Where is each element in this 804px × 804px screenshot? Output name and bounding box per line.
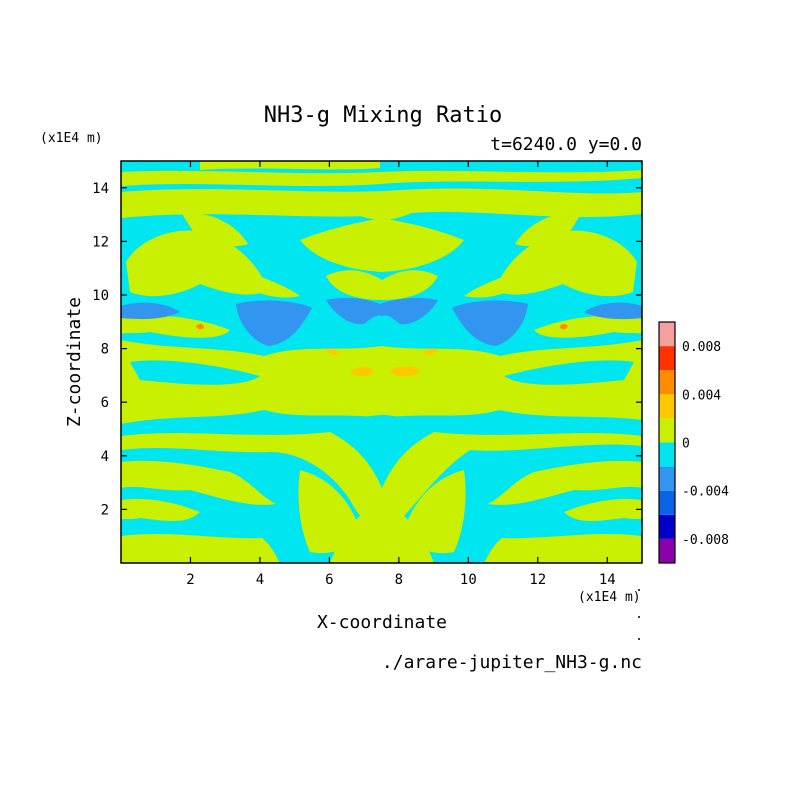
field-region: [121, 534, 280, 563]
colorbar-tick-label: 0.008: [682, 340, 721, 355]
field-region: [484, 534, 642, 563]
field-region: [560, 323, 568, 330]
field-region: [196, 323, 204, 330]
y-tick-label: 4: [101, 449, 109, 465]
colorbar-swatch: [659, 418, 675, 443]
field-region: [121, 498, 200, 521]
field-region: [464, 268, 524, 298]
y-tick-label: 10: [92, 288, 109, 304]
y-tick-label: 2: [101, 502, 109, 518]
field-region: [584, 302, 642, 320]
field-region: [326, 348, 340, 355]
colorbar-ticks: 0.008 0.004 0 -0.004 -0.008: [682, 340, 729, 548]
plot-area: [120, 160, 643, 564]
chart-title: NH3-g Mixing Ratio: [264, 103, 502, 128]
field-region: [350, 366, 374, 377]
field-region: [534, 315, 642, 338]
colorbar-swatch: [659, 346, 675, 371]
colorbar-tick-label: -0.008: [682, 533, 729, 548]
field-region: [504, 360, 634, 385]
x-axis-ticks: 2 4 6 8 10 12 14: [186, 161, 616, 588]
field-region: [326, 297, 438, 325]
field-region: [498, 498, 564, 525]
field-region: [200, 498, 266, 525]
field-region: [350, 415, 414, 436]
field-region: [200, 161, 380, 170]
colorbar-frame: [658, 321, 676, 564]
field-region: [398, 366, 420, 376]
field-region: [424, 348, 438, 355]
x-tick-label: 8: [395, 572, 403, 588]
field-region: [300, 218, 464, 272]
y-units-label: (x1E4 m): [40, 131, 103, 146]
x-axis-label: X-coordinate: [317, 612, 447, 633]
footer-filename: ./arare-jupiter_NH3-g.nc: [382, 652, 642, 673]
colorbar-tick-label: 0.004: [682, 388, 721, 403]
colorbar-swatch: [659, 490, 675, 515]
field-region: [515, 213, 581, 247]
plot-frame: [120, 160, 643, 564]
field-region: [452, 300, 528, 346]
colorbar-swatch: [659, 466, 675, 491]
x-tick-label: 10: [460, 572, 477, 588]
y-tick-label: 14: [92, 181, 109, 197]
field-region: [330, 500, 434, 563]
field-region: [121, 170, 642, 186]
x-tick-label: 12: [529, 572, 546, 588]
field-region: [121, 315, 230, 338]
field-region: [121, 340, 642, 424]
x-units-label: (x1E4 m): [578, 590, 641, 605]
colorbar-swatch: [659, 442, 675, 467]
field-region: [182, 213, 248, 247]
y-axis-label: Z-coordinate: [64, 297, 85, 427]
x-tick-label: 14: [599, 572, 616, 588]
y-tick-label: 12: [92, 234, 109, 250]
field-region: [121, 302, 180, 320]
field-region: [326, 270, 438, 300]
colorbar-swatch: [659, 538, 675, 563]
field-region: [236, 300, 312, 346]
colorbar-swatch: [659, 394, 675, 419]
colorbar-swatch: [659, 322, 675, 347]
field-region: [404, 470, 466, 554]
field-region: [121, 460, 276, 505]
x-tick-label: 4: [256, 572, 264, 588]
x-tick-label: 2: [186, 572, 194, 588]
field-region: [488, 460, 642, 505]
field-region: [340, 200, 424, 220]
field-region: [240, 268, 300, 298]
corner-marks: [638, 589, 640, 640]
colorbar-tick-label: 0: [682, 437, 690, 452]
y-tick-label: 6: [101, 395, 109, 411]
field-region: [495, 230, 637, 297]
colorbar-tick-label: -0.004: [682, 485, 729, 500]
y-axis-ticks: 2 4 6 8 10 12 14: [92, 181, 642, 518]
x-tick-label: 6: [325, 572, 333, 588]
field-region: [298, 470, 360, 554]
chart-subtitle: t=6240.0 y=0.0: [490, 134, 642, 155]
field-region: [564, 498, 642, 521]
colorbar-swatch: [659, 514, 675, 539]
colorbar: [658, 321, 676, 564]
field-region: [126, 230, 268, 297]
colorbar-swatch: [659, 370, 675, 395]
y-tick-label: 8: [101, 342, 109, 358]
field-region: [130, 360, 260, 385]
